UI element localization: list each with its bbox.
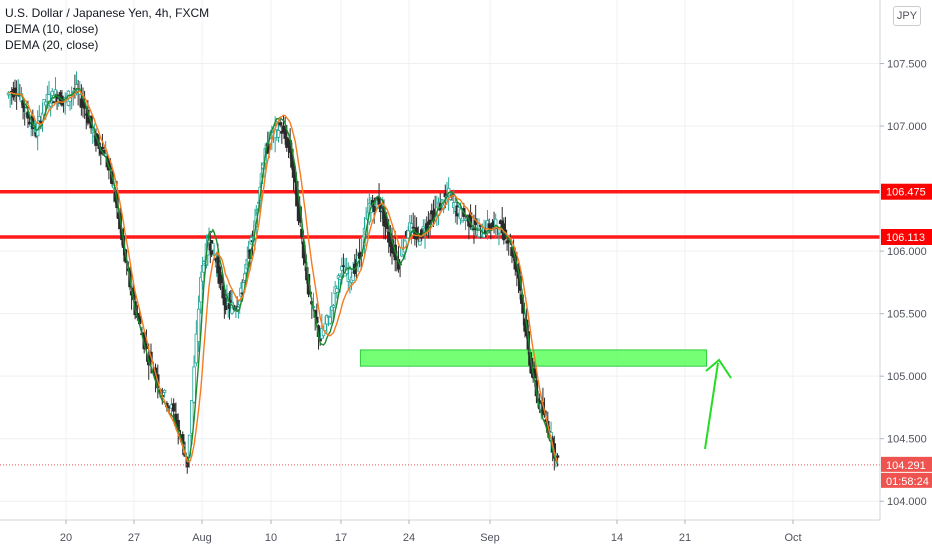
time-tick-label: 17 [335, 532, 347, 544]
time-axis-ticks: 20 27 Aug 10 17 24 Sep 14 21 Oct [60, 520, 802, 544]
time-tick-label: 14 [611, 532, 623, 544]
candlesticks [6, 71, 560, 474]
time-tick-label: 27 [128, 532, 140, 544]
dema-fast-line [8, 87, 559, 465]
candle-body [171, 403, 176, 412]
candle-body [278, 122, 282, 126]
countdown-tag-bg [881, 472, 932, 488]
level-price-tag: 106.113 [886, 232, 925, 244]
price-tick-label: 104.500 [887, 434, 927, 446]
projection-arrow [704, 358, 732, 450]
time-tick-label: 20 [60, 532, 72, 544]
candle-body [196, 308, 201, 343]
candle-body [497, 232, 501, 235]
price-tick-label: 106.000 [887, 246, 927, 258]
price-tick-label: 107.500 [887, 59, 927, 71]
time-tick-label: Oct [784, 532, 801, 544]
candle-body [418, 240, 422, 246]
candle-body [338, 276, 342, 280]
candle-body [37, 116, 41, 122]
countdown-tag: 01:58:24 [886, 476, 929, 488]
price-axis-tags: 106.475 106.113 104.291 01:58:24 [881, 183, 932, 488]
candle-body [440, 199, 444, 202]
candle-body [48, 102, 53, 107]
candle-body [27, 121, 32, 125]
dema-fast-legend[interactable]: DEMA (10, close) [5, 22, 99, 36]
chart-grid [0, 0, 880, 520]
candle-body [411, 226, 415, 229]
level-price-tag: 106.475 [886, 187, 926, 199]
symbol-title[interactable]: U.S. Dollar / Japanese Yen, 4h, FXCM [5, 6, 210, 20]
level-price-tag-bg [881, 183, 932, 200]
candle-body [44, 101, 48, 106]
candle-body [460, 219, 464, 223]
candle-body [463, 218, 468, 221]
price-tick-label: 107.000 [887, 121, 927, 133]
candle-body [190, 400, 194, 434]
level-price-tag-bg [881, 228, 932, 245]
arrow-shaft [704, 362, 719, 450]
candle-body [458, 208, 463, 220]
time-tick-label: 21 [679, 532, 691, 544]
dema-slow-line [8, 90, 559, 463]
candle-body [162, 389, 167, 393]
candle-body [372, 206, 376, 212]
candle-body [341, 265, 346, 268]
currency-button[interactable]: JPY [893, 6, 921, 26]
current-price-tag: 104.291 [886, 460, 926, 472]
candle-body [328, 316, 332, 324]
candle-body [280, 131, 284, 134]
candle-body [421, 226, 426, 229]
candle-body [555, 455, 560, 458]
candle-body [276, 130, 281, 138]
horizontal-levels [0, 189, 880, 239]
candle-body [472, 228, 476, 231]
candle-body [335, 288, 339, 293]
chart-legend: U.S. Dollar / Japanese Yen, 4h, FXCM DEM… [5, 5, 209, 53]
price-tick-label: 105.000 [887, 371, 927, 383]
time-tick-label: Sep [480, 532, 500, 544]
candle-body [100, 147, 105, 149]
time-tick-label: 10 [265, 532, 277, 544]
candle-body [331, 305, 336, 308]
price-tick-label: 104.000 [887, 496, 927, 508]
candle-body [50, 90, 54, 96]
candle-body [283, 128, 287, 139]
candle-body [192, 366, 196, 403]
current-price-tag-bg [881, 456, 932, 472]
arrow-head [705, 358, 732, 379]
dema-slow-legend[interactable]: DEMA (20, close) [5, 38, 99, 52]
price-tick-label: 105.500 [887, 309, 927, 321]
time-tick-label: 24 [403, 532, 415, 544]
candle-body [194, 333, 199, 364]
time-tick-label: Aug [192, 532, 212, 544]
price-axis-ticks: 107.500 107.000 106.000 105.500 105.000 104.5… [880, 59, 927, 508]
